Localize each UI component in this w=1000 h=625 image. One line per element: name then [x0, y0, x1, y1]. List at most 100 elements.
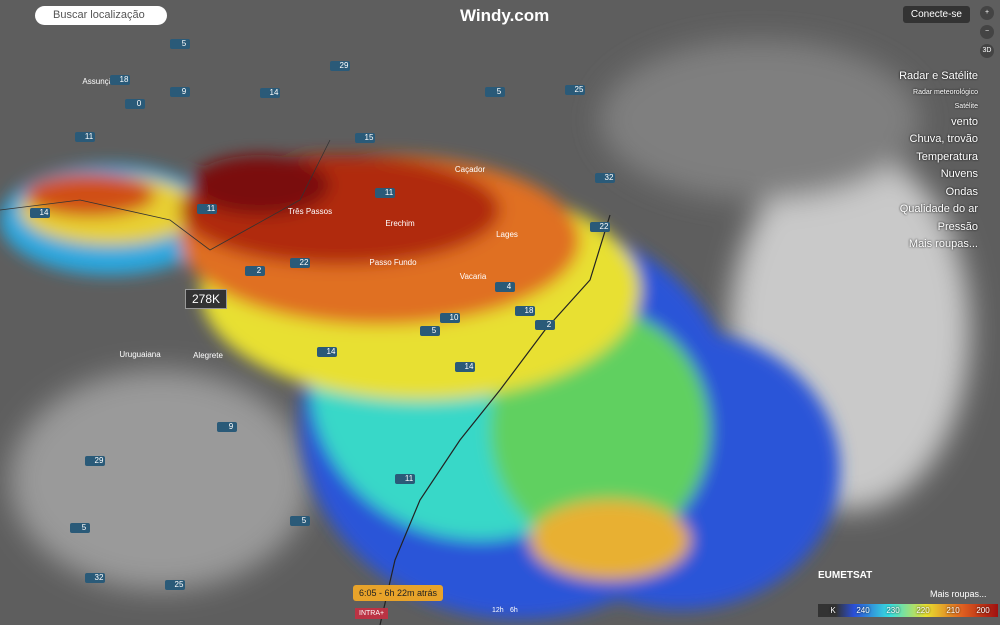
wind-badge [440, 313, 460, 323]
wind-badge [495, 282, 515, 292]
wind-badge [455, 362, 475, 372]
timeline-label: 12h [492, 607, 504, 614]
wind-badge [85, 573, 105, 583]
wind-speed: 11 [405, 474, 414, 483]
wind-badge [420, 326, 440, 336]
wind-badge [30, 208, 50, 218]
legend-label: 240 [856, 606, 870, 615]
place-label: Passo Fundo [369, 258, 417, 267]
zoom-rail: + − 3D [980, 6, 996, 63]
wind-badge [535, 320, 555, 330]
wind-speed: 15 [365, 133, 374, 142]
more-layers[interactable]: Mais roupas... [930, 589, 987, 599]
wind-speed: 11 [207, 204, 216, 213]
wind-speed: 9 [182, 87, 187, 96]
wind-speed: 18 [525, 306, 534, 315]
wind-speed: 22 [600, 222, 609, 231]
wind-speed: 10 [450, 313, 459, 322]
probe-value[interactable]: 278K [185, 289, 228, 309]
layer-item[interactable]: Mais roupas... [908, 238, 978, 250]
wind-badge [245, 266, 265, 276]
legend-label: 200 [976, 606, 990, 615]
layer-item[interactable]: Ondas [945, 185, 978, 198]
wind-badge [70, 523, 90, 533]
wind-badge [375, 188, 395, 198]
wind-speed: 5 [302, 516, 307, 525]
wind-speed: 14 [327, 347, 336, 356]
wind-speed: 5 [82, 523, 87, 532]
wind-speed: 29 [95, 456, 104, 465]
wind-badge [170, 39, 190, 49]
wind-badge [197, 204, 217, 214]
wind-speed: 25 [175, 580, 184, 589]
legend-label: 230 [886, 606, 900, 615]
wind-badge [260, 88, 280, 98]
place-label: Uruguaiana [119, 350, 161, 359]
layer-item[interactable]: Temperatura [916, 150, 978, 163]
layer-menu: Radar e Satélite Radar meteorológico Satél… [899, 68, 978, 254]
wind-speed: 18 [120, 75, 129, 84]
layer-item[interactable]: Satélite [954, 102, 978, 110]
search-box[interactable]: Buscar localização [35, 6, 167, 25]
place-label: Vacaria [460, 272, 487, 281]
wind-speed: 11 [385, 188, 394, 197]
wind-speed: 11 [85, 132, 94, 141]
zoom-out[interactable]: − [980, 25, 994, 39]
place-label: Erechim [385, 219, 415, 228]
wind-badge [85, 456, 105, 466]
wind-badge [290, 516, 310, 526]
wind-speed: 32 [95, 573, 104, 582]
wind-badge [110, 75, 130, 85]
wind-speed: 14 [40, 208, 49, 217]
wind-speed: 29 [340, 61, 349, 70]
wind-speed: 5 [497, 87, 502, 96]
wind-badge [125, 99, 145, 109]
wind-speed: 5 [432, 326, 437, 335]
view-3d[interactable]: 3D [980, 44, 994, 58]
wind-badge [217, 422, 237, 432]
wind-badge [330, 61, 350, 71]
wind-speed: 25 [575, 85, 584, 94]
legend-unit: K [830, 606, 836, 615]
zoom-in[interactable]: + [980, 6, 994, 20]
wind-badge [165, 580, 185, 590]
product[interactable]: INTRA+ [355, 608, 389, 619]
wind-speed: 9 [229, 422, 234, 431]
wind-badge [485, 87, 505, 97]
wind-badge [515, 306, 535, 316]
wind-speed: 32 [605, 173, 614, 182]
layer-item[interactable]: Radar e Satélite [899, 70, 978, 82]
wind-badge [290, 258, 310, 268]
logo[interactable]: Windy.com [460, 6, 550, 25]
legend-label: 220 [916, 606, 930, 615]
wind-speed: 0 [137, 99, 142, 108]
wind-speed: 14 [270, 88, 279, 97]
place-label: Alegrete [193, 351, 223, 360]
layer-item[interactable]: Radar meteorológico [913, 88, 978, 96]
timeline-label: 6h [510, 607, 518, 614]
place-label: Lages [496, 230, 518, 239]
wind-badge [590, 222, 610, 232]
layer-item[interactable]: Qualidade do ar [899, 203, 978, 215]
wind-speed: 2 [257, 266, 262, 275]
wind-badge [75, 132, 95, 142]
place-label: Assunção [82, 77, 118, 86]
place-label: Caçador [455, 165, 486, 174]
wind-badge [565, 85, 585, 95]
wind-badge [395, 474, 415, 484]
wind-speed: 22 [300, 258, 309, 267]
wind-speed: 14 [465, 362, 474, 371]
timestamp: 6:05 - 6h 22m atrás [353, 585, 444, 601]
login-button[interactable]: Conecte-se [902, 6, 970, 23]
attribution: EUMETSAT [818, 570, 873, 581]
layer-item[interactable]: vento [951, 115, 978, 128]
color-legend: K 240 230 220 210 200 [818, 604, 998, 617]
layer-item[interactable]: Pressão [937, 220, 978, 233]
layer-item[interactable]: Nuvens [940, 168, 978, 180]
legend-label: 210 [946, 606, 960, 615]
layer-item[interactable]: Chuva, trovão [909, 133, 978, 145]
place-label: Três Passos [288, 207, 332, 216]
wind-badge [317, 347, 337, 357]
